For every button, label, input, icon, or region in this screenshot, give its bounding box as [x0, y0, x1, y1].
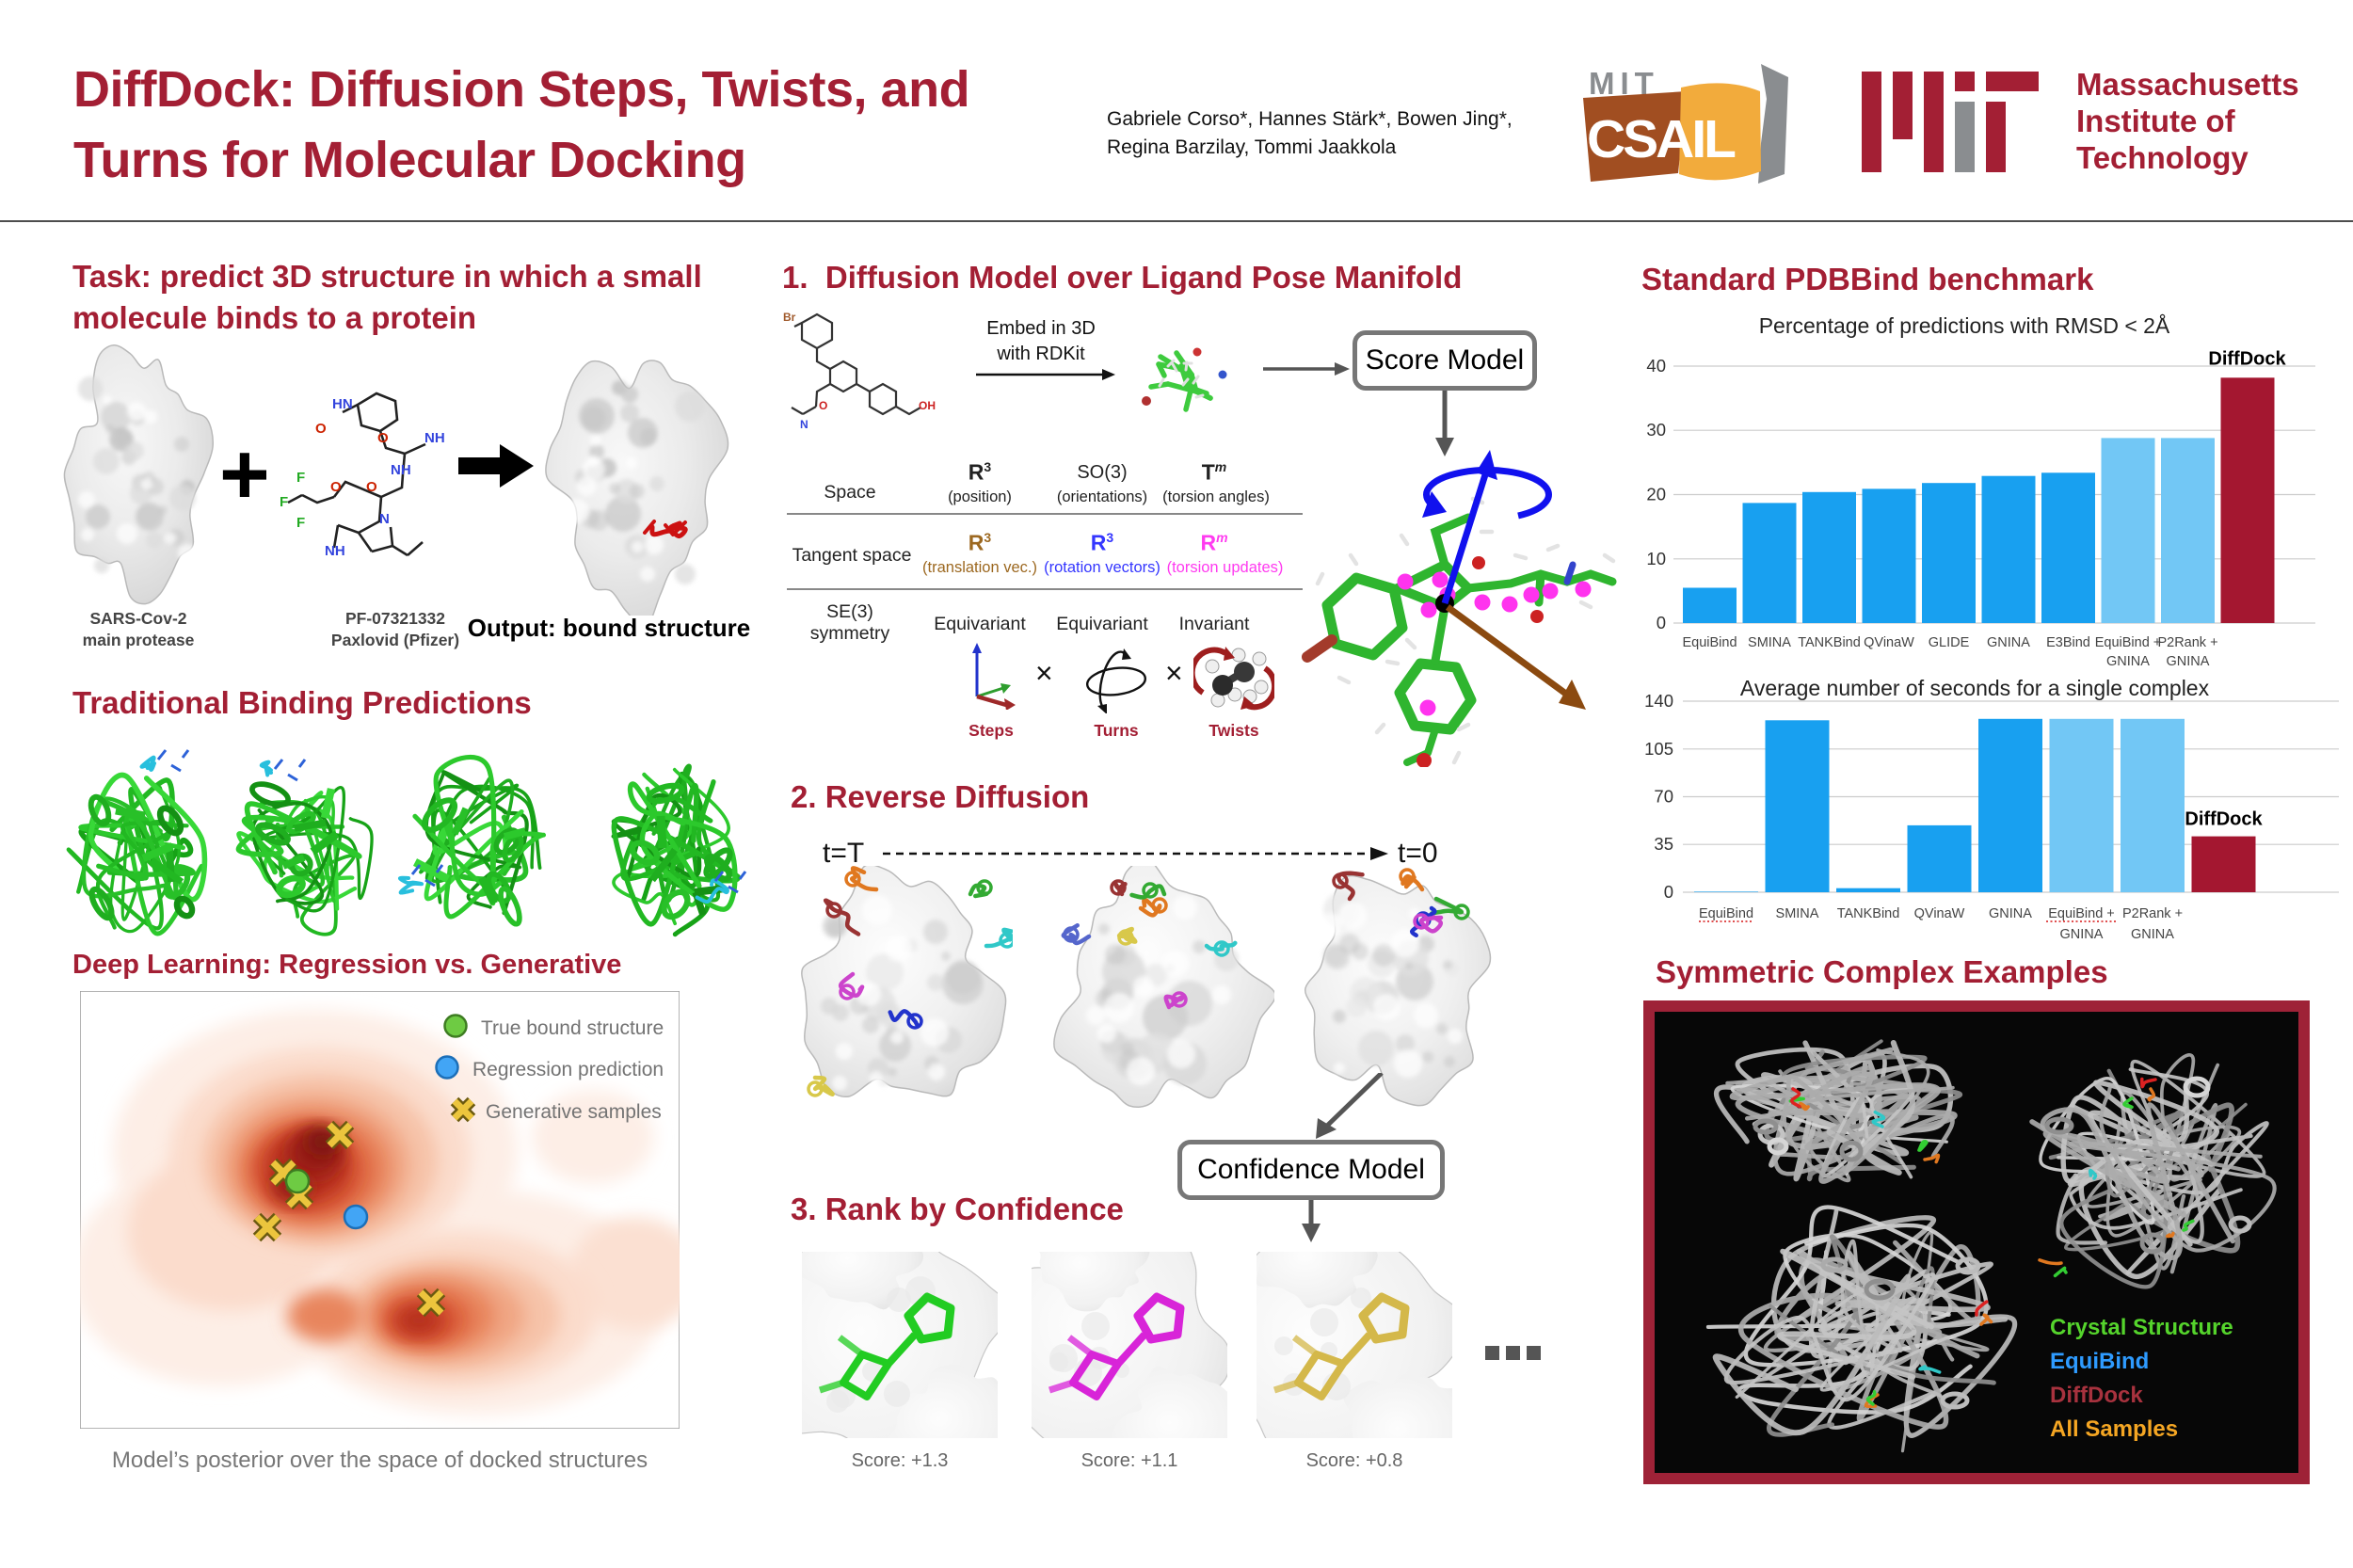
- svg-text:70: 70: [1654, 787, 1673, 807]
- svg-text:F: F: [296, 470, 305, 486]
- svg-text:DiffDock: DiffDock: [2208, 348, 2286, 369]
- svg-text:Regression prediction: Regression prediction: [472, 1059, 664, 1080]
- svg-text:TANKBind: TANKBind: [1798, 635, 1861, 650]
- svg-text:EquiBind +: EquiBind +: [2048, 906, 2115, 921]
- svg-text:OH: OH: [919, 399, 936, 412]
- svg-text:O: O: [330, 479, 342, 495]
- svg-text:Percentage of predictions with: Percentage of predictions with RMSD < 2Å: [1759, 312, 2170, 338]
- svg-text:SMINA: SMINA: [1776, 906, 1819, 921]
- svg-text:GLIDE: GLIDE: [1929, 635, 1970, 650]
- svg-text:0: 0: [1664, 882, 1673, 902]
- svg-text:GNINA: GNINA: [2131, 927, 2174, 942]
- svg-text:20: 20: [1646, 485, 1666, 504]
- svg-text:EquiBind: EquiBind: [1682, 635, 1737, 650]
- svg-text:P2Rank +: P2Rank +: [2157, 635, 2217, 650]
- svg-text:E3Bind: E3Bind: [2046, 635, 2090, 650]
- svg-text:All Samples: All Samples: [2050, 1416, 2178, 1442]
- svg-text:HN: HN: [332, 396, 353, 412]
- svg-text:40: 40: [1646, 356, 1666, 376]
- svg-text:GNINA: GNINA: [1987, 635, 2030, 650]
- svg-text:EquiBind +: EquiBind +: [2095, 635, 2162, 650]
- svg-text:F: F: [280, 494, 288, 510]
- svg-text:DiffDock: DiffDock: [2050, 1383, 2143, 1408]
- svg-text:O: O: [377, 430, 389, 446]
- svg-text:EquiBind: EquiBind: [2050, 1349, 2149, 1374]
- svg-text:Generative samples: Generative samples: [486, 1101, 662, 1123]
- svg-text:GNINA: GNINA: [1989, 906, 2032, 921]
- svg-text:O: O: [819, 399, 827, 412]
- svg-text:True bound structure: True bound structure: [481, 1017, 664, 1039]
- svg-text:Average number of seconds for: Average number of seconds for a single c…: [1740, 676, 2210, 700]
- svg-text:CSAIL: CSAIL: [1587, 109, 1736, 169]
- svg-text:105: 105: [1644, 739, 1673, 759]
- svg-text:P2Rank +: P2Rank +: [2122, 906, 2183, 921]
- svg-text:O: O: [366, 479, 377, 495]
- svg-text:QVinaW: QVinaW: [1914, 906, 1965, 921]
- svg-text:0: 0: [1657, 613, 1666, 632]
- svg-text:35: 35: [1654, 834, 1673, 854]
- svg-text:GNINA: GNINA: [2167, 654, 2210, 669]
- svg-text:Crystal Structure: Crystal Structure: [2050, 1315, 2233, 1340]
- svg-text:NH: NH: [391, 462, 411, 478]
- svg-text:N: N: [800, 418, 808, 428]
- svg-text:N: N: [379, 511, 390, 527]
- svg-text:TANKBind: TANKBind: [1837, 906, 1900, 921]
- svg-text:GNINA: GNINA: [2106, 654, 2150, 669]
- svg-text:GNINA: GNINA: [2060, 927, 2104, 942]
- svg-text:30: 30: [1646, 420, 1666, 440]
- svg-text:EquiBind: EquiBind: [1699, 906, 1753, 921]
- svg-text:F: F: [296, 515, 305, 531]
- svg-text:DiffDock: DiffDock: [2185, 809, 2263, 830]
- svg-text:NH: NH: [325, 543, 345, 559]
- svg-text:QVinaW: QVinaW: [1864, 635, 1914, 650]
- svg-text:10: 10: [1646, 549, 1666, 568]
- svg-text:SMINA: SMINA: [1748, 635, 1791, 650]
- svg-text:140: 140: [1644, 691, 1673, 711]
- svg-text:O: O: [315, 421, 327, 437]
- svg-text:NH: NH: [424, 430, 445, 446]
- svg-text:Br: Br: [783, 311, 796, 324]
